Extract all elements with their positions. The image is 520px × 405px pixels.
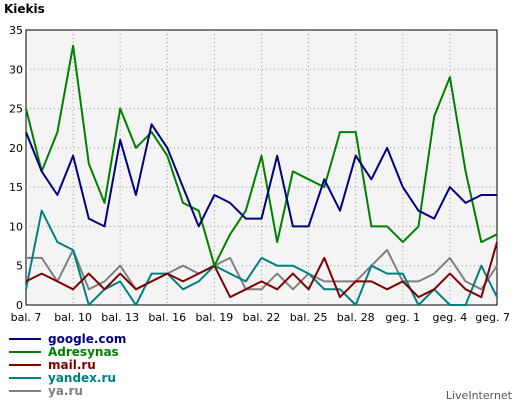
x-tick-label: bal. 19 <box>196 311 234 324</box>
legend-label: mail.ru <box>48 358 96 372</box>
chart-title: Kiekis <box>4 2 45 16</box>
x-tick-label: geg. 1 <box>385 311 420 324</box>
x-tick-label: bal. 25 <box>290 311 328 324</box>
x-tick-label: bal. 10 <box>54 311 92 324</box>
y-tick-label: 5 <box>16 260 23 273</box>
x-tick-label: geg. 7 <box>475 311 510 324</box>
legend-label: yandex.ru <box>48 371 116 385</box>
brand-label: LiveInternet <box>446 389 513 402</box>
y-tick-label: 10 <box>9 220 23 233</box>
legend-label: ya.ru <box>48 384 83 398</box>
y-tick-label: 25 <box>9 103 23 116</box>
y-tick-label: 15 <box>9 181 23 194</box>
x-tick-label: bal. 7 <box>11 311 42 324</box>
y-tick-label: 30 <box>9 63 23 76</box>
series-line-mail-ru <box>25 241 498 299</box>
y-tick-label: 35 <box>9 24 23 37</box>
series-line-google-com <box>25 123 497 228</box>
y-tick-label: 20 <box>9 142 23 155</box>
x-tick-label: bal. 22 <box>243 311 281 324</box>
x-tick-label: bal. 13 <box>101 311 139 324</box>
x-tick-label: bal. 28 <box>337 311 375 324</box>
y-axis: 0 5 10 15 20 25 30 35 <box>9 24 23 312</box>
legend-label: google.com <box>48 332 126 346</box>
x-axis: bal. 7 bal. 10 bal. 13 bal. 16 bal. 19 bal. 2… <box>11 311 510 324</box>
x-tick-label: geg. 4 <box>433 311 468 324</box>
legend-label: Adresynas <box>48 345 119 359</box>
x-tick-label: bal. 16 <box>148 311 186 324</box>
y-tick-label: 0 <box>16 299 23 312</box>
series-line-ya-ru <box>26 249 498 291</box>
series-lines <box>25 44 498 306</box>
series-line-adresynas <box>25 44 498 267</box>
